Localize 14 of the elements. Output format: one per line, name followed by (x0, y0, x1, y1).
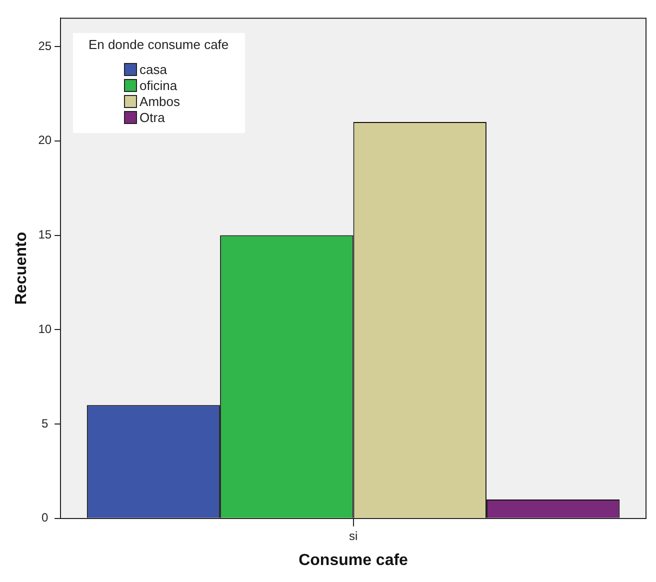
y-tick-label: 20 (38, 133, 52, 148)
legend-label: oficina (140, 78, 178, 93)
y-axis-title: Recuento (13, 232, 30, 305)
legend-label: Otra (140, 110, 165, 125)
x-axis-title: Consume cafe (298, 552, 408, 569)
y-tick-label: 0 (42, 510, 49, 525)
y-tick-label: 25 (38, 38, 52, 53)
legend-label: casa (140, 62, 168, 77)
y-tick-label: 15 (38, 228, 52, 242)
x-tick-label: si (348, 528, 358, 543)
legend-label: Ambos (140, 94, 180, 109)
y-tick-label: 5 (42, 416, 49, 430)
y-tick-label: 10 (38, 322, 52, 336)
legend-title: En donde consume cafe (87, 37, 230, 54)
